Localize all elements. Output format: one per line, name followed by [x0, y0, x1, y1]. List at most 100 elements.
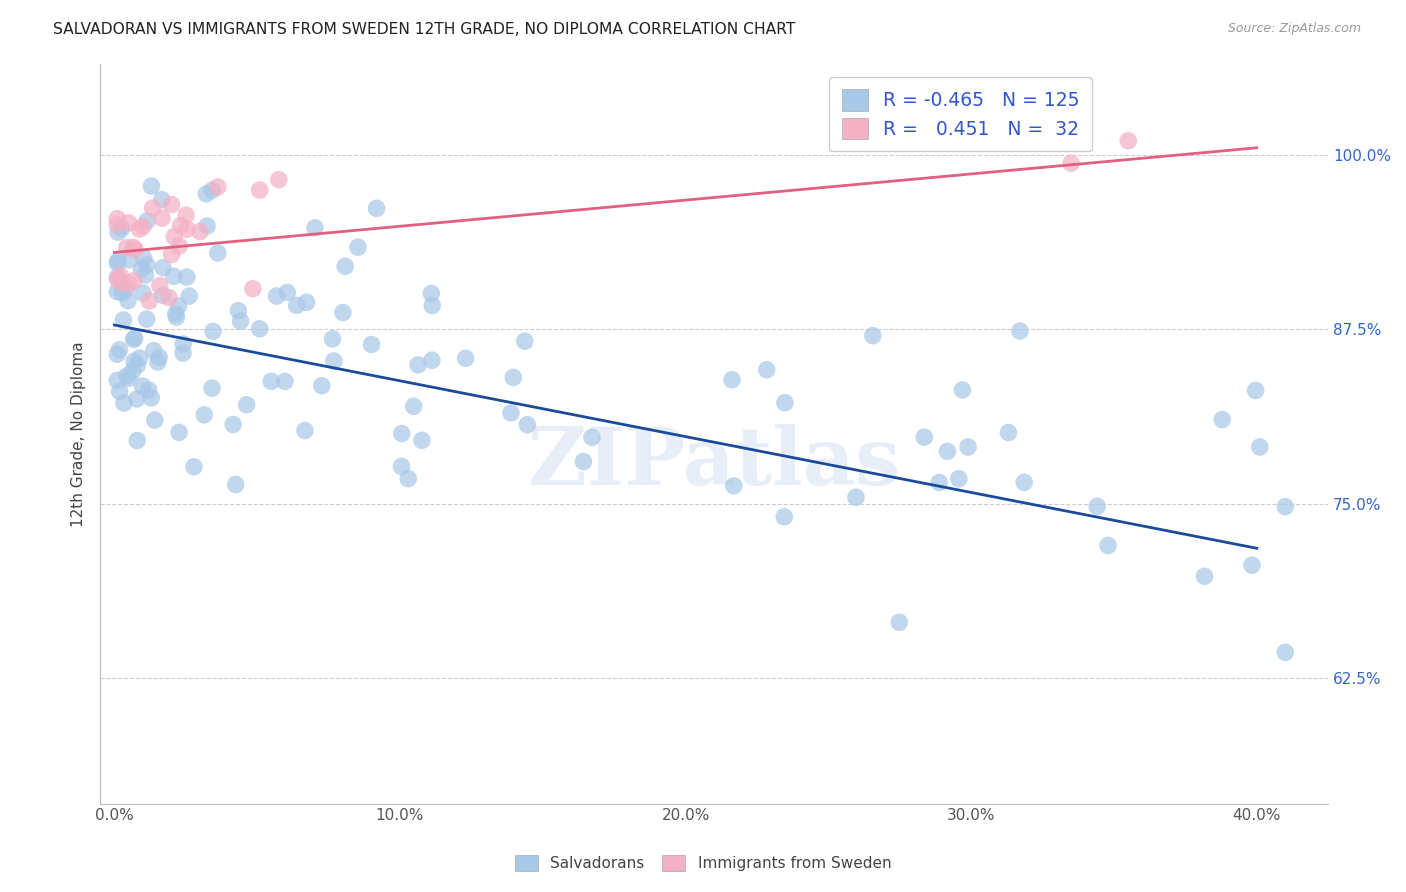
Point [105, 255, 128, 269]
Point [150, 193, 173, 207]
Point [138, 293, 160, 308]
Point [294, 424, 316, 438]
Point [936, 444, 959, 458]
Point [172, 337, 194, 351]
Point [402, 400, 425, 414]
Point [110, 276, 132, 290]
Point [124, 331, 146, 345]
Point [1060, 156, 1083, 170]
Point [128, 222, 150, 236]
Point [201, 324, 224, 338]
Point [513, 334, 536, 348]
Point [581, 430, 603, 444]
Point [391, 459, 413, 474]
Point [136, 214, 159, 228]
Point [207, 246, 229, 260]
Point [152, 260, 174, 275]
Point [235, 398, 257, 412]
Point [105, 211, 128, 226]
Legend: Salvadorans, Immigrants from Sweden: Salvadorans, Immigrants from Sweden [509, 849, 897, 877]
Point [160, 247, 183, 261]
Point [152, 288, 174, 302]
Point [149, 278, 172, 293]
Point [118, 216, 141, 230]
Point [322, 354, 344, 368]
Point [112, 396, 135, 410]
Point [143, 413, 166, 427]
Point [167, 239, 190, 253]
Point [135, 312, 157, 326]
Point [249, 322, 271, 336]
Legend: R = -0.465   N = 125, R =   0.451   N =  32: R = -0.465 N = 125, R = 0.451 N = 32 [830, 77, 1091, 152]
Point [201, 381, 224, 395]
Point [160, 197, 183, 211]
Text: Source: ZipAtlas.com: Source: ZipAtlas.com [1227, 22, 1361, 36]
Point [755, 363, 778, 377]
Point [108, 268, 131, 283]
Point [948, 472, 970, 486]
Point [150, 211, 173, 226]
Point [1085, 500, 1108, 514]
Point [276, 285, 298, 300]
Point [188, 225, 211, 239]
Point [516, 417, 538, 432]
Point [115, 282, 138, 296]
Point [142, 201, 165, 215]
Point [242, 282, 264, 296]
Point [723, 479, 745, 493]
Point [125, 392, 148, 406]
Point [105, 285, 128, 299]
Point [420, 286, 443, 301]
Point [183, 459, 205, 474]
Point [366, 202, 388, 216]
Point [1116, 134, 1139, 148]
Point [105, 374, 128, 388]
Y-axis label: 12th Grade, No Diploma: 12th Grade, No Diploma [72, 341, 86, 526]
Point [1244, 384, 1267, 398]
Point [207, 180, 229, 194]
Point [176, 222, 198, 236]
Point [502, 370, 524, 384]
Point [274, 375, 297, 389]
Point [115, 369, 138, 384]
Point [107, 273, 129, 287]
Point [122, 354, 145, 368]
Point [845, 490, 868, 504]
Point [163, 229, 186, 244]
Point [773, 509, 796, 524]
Point [122, 273, 145, 287]
Point [266, 289, 288, 303]
Point [420, 353, 443, 368]
Point [1240, 558, 1263, 573]
Point [111, 285, 134, 300]
Point [862, 328, 884, 343]
Point [222, 417, 245, 432]
Point [1211, 412, 1233, 426]
Point [118, 252, 141, 267]
Point [165, 307, 187, 321]
Point [928, 475, 950, 490]
Point [118, 277, 141, 291]
Point [117, 371, 139, 385]
Point [166, 310, 188, 325]
Point [108, 343, 131, 357]
Point [285, 298, 308, 312]
Point [950, 383, 973, 397]
Point [193, 408, 215, 422]
Point [391, 426, 413, 441]
Point [347, 240, 370, 254]
Point [195, 219, 218, 233]
Point [1008, 324, 1031, 338]
Point [957, 440, 980, 454]
Point [773, 395, 796, 409]
Point [115, 241, 138, 255]
Point [721, 373, 744, 387]
Point [1097, 539, 1119, 553]
Point [131, 262, 153, 277]
Point [108, 384, 131, 399]
Text: ZIPatlas: ZIPatlas [529, 425, 900, 502]
Point [117, 293, 139, 308]
Point [332, 305, 354, 319]
Point [174, 208, 197, 222]
Point [912, 430, 935, 444]
